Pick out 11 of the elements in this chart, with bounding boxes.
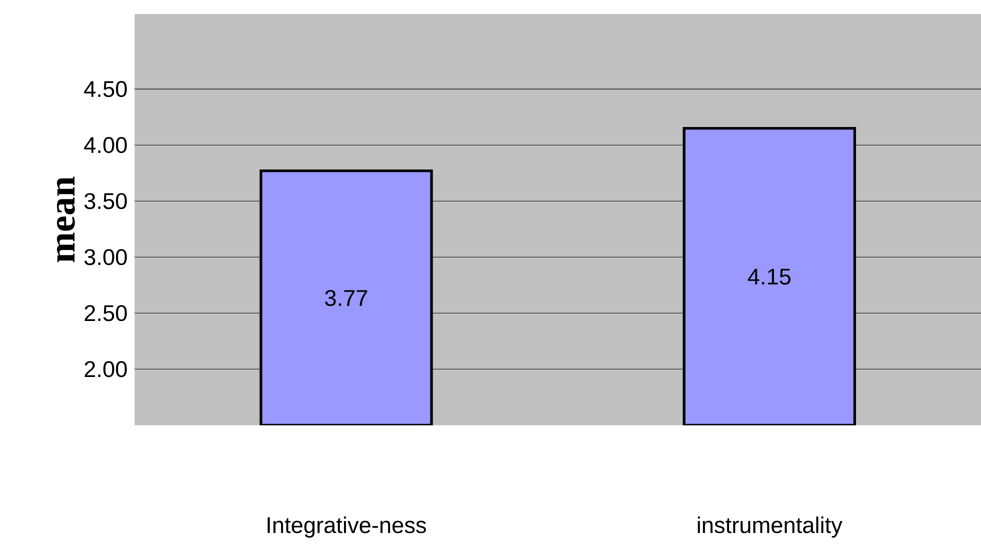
x-tick-label: Integrative-ness (268, 516, 426, 538)
text: 3.00 (84, 249, 127, 266)
text: 2.50 (84, 305, 127, 322)
x-tick-label: instrumentality (698, 516, 842, 538)
data-label: 3.77 (325, 290, 368, 306)
data-label: 4.15 (748, 268, 790, 285)
text: 4.00 (84, 137, 127, 154)
text: 4.50 (84, 81, 127, 98)
text: 3.50 (84, 193, 127, 210)
y-axis-title: mean (56, 176, 75, 262)
text: 2.00 (84, 361, 127, 378)
